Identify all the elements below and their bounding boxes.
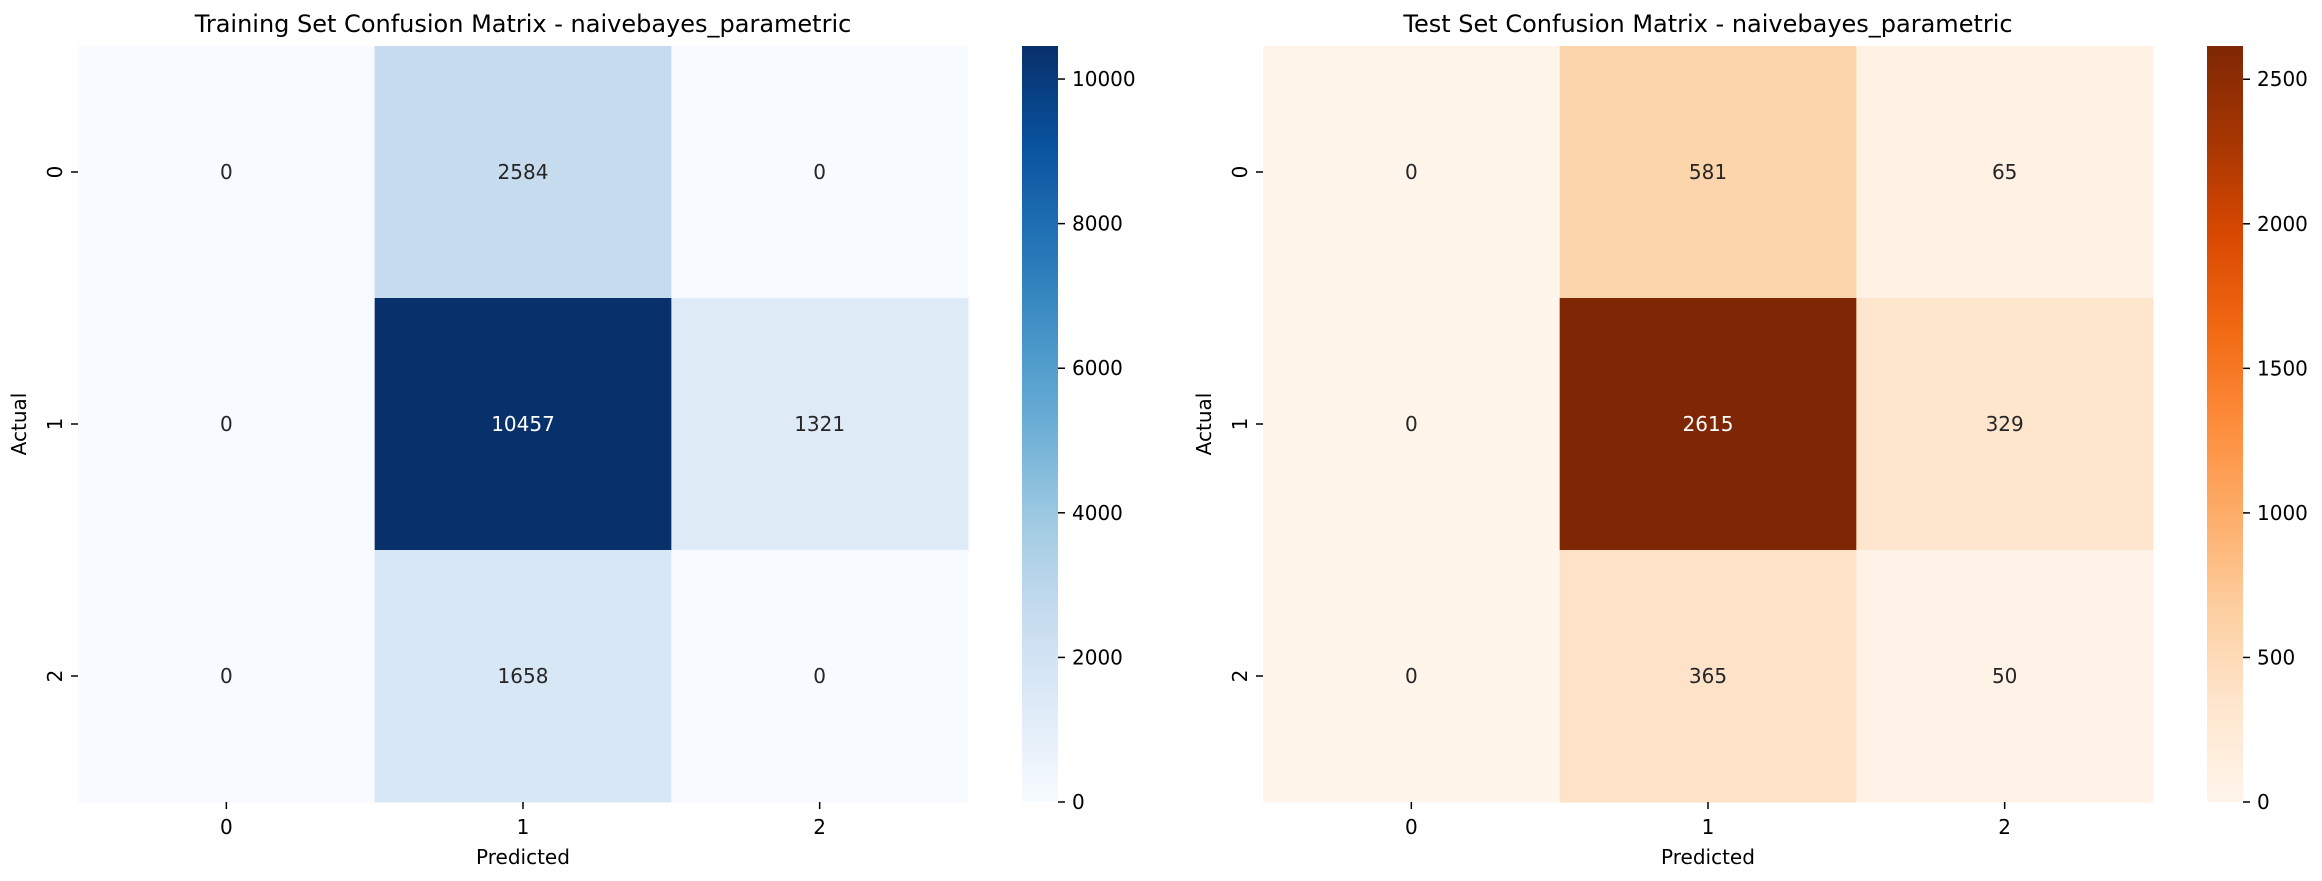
cell-value-label: 329 bbox=[1986, 412, 2024, 436]
heatmap-cell bbox=[1559, 298, 1857, 551]
x-tick-label: 1 bbox=[1702, 815, 1715, 839]
heatmap-cell bbox=[671, 550, 969, 803]
cell-value-label: 1321 bbox=[794, 412, 845, 436]
x-axis-label: Predicted bbox=[1661, 845, 1755, 869]
heatmap-cell bbox=[78, 298, 376, 551]
heatmap-cell bbox=[1263, 298, 1561, 551]
heatmap-cell bbox=[1559, 46, 1857, 299]
y-tick-label: 1 bbox=[43, 418, 67, 431]
x-tick-label: 2 bbox=[813, 815, 826, 839]
y-tick-label: 2 bbox=[1228, 670, 1252, 683]
y-tick-label: 0 bbox=[1228, 166, 1252, 179]
colorbar-tick-label: 6000 bbox=[1072, 356, 1123, 380]
cell-value-label: 0 bbox=[220, 412, 233, 436]
y-axis-label: Actual bbox=[7, 393, 31, 456]
y-tick-label: 1 bbox=[1228, 418, 1252, 431]
heatmap-cell bbox=[374, 46, 672, 299]
heatmap-cell bbox=[1263, 46, 1561, 299]
cell-value-label: 1658 bbox=[498, 664, 549, 688]
cell-value-label: 581 bbox=[1689, 160, 1727, 184]
heatmap-test: Test Set Confusion Matrix - naivebayes_p… bbox=[1192, 10, 2308, 869]
colorbar-tick-label: 2000 bbox=[2257, 212, 2308, 236]
colorbar-tick-label: 1500 bbox=[2257, 356, 2308, 380]
heatmap-cell bbox=[671, 46, 969, 299]
chart-title: Training Set Confusion Matrix - naivebay… bbox=[194, 10, 852, 38]
heatmap-cell bbox=[1856, 550, 2154, 803]
cell-value-label: 0 bbox=[1405, 412, 1418, 436]
cell-value-label: 0 bbox=[813, 664, 826, 688]
colorbar bbox=[2207, 46, 2243, 802]
heatmap-cell bbox=[1856, 298, 2154, 551]
colorbar-tick-label: 8000 bbox=[1072, 212, 1123, 236]
x-axis-label: Predicted bbox=[476, 845, 570, 869]
heatmap-cell bbox=[78, 550, 376, 803]
cell-value-label: 2615 bbox=[1683, 412, 1734, 436]
cell-value-label: 10457 bbox=[491, 412, 555, 436]
heatmap-cell bbox=[1856, 46, 2154, 299]
cell-value-label: 2584 bbox=[498, 160, 549, 184]
colorbar-tick-label: 10000 bbox=[1072, 67, 1136, 91]
cell-value-label: 50 bbox=[1992, 664, 2017, 688]
heatmap-cell bbox=[78, 46, 376, 299]
heatmap-cell bbox=[1559, 550, 1857, 803]
heatmap-cell bbox=[374, 550, 672, 803]
x-tick-label: 1 bbox=[517, 815, 530, 839]
heatmap-cell bbox=[671, 298, 969, 551]
colorbar-tick-label: 2500 bbox=[2257, 67, 2308, 91]
y-tick-label: 0 bbox=[43, 166, 67, 179]
heatmap-training: Training Set Confusion Matrix - naivebay… bbox=[7, 10, 1136, 869]
chart-title: Test Set Confusion Matrix - naivebayes_p… bbox=[1402, 10, 2012, 38]
cell-value-label: 0 bbox=[220, 664, 233, 688]
x-tick-label: 0 bbox=[1405, 815, 1418, 839]
cell-value-label: 0 bbox=[813, 160, 826, 184]
cell-value-label: 0 bbox=[1405, 664, 1418, 688]
colorbar-tick-label: 2000 bbox=[1072, 645, 1123, 669]
colorbar-tick-label: 0 bbox=[2257, 790, 2270, 814]
cell-value-label: 0 bbox=[1405, 160, 1418, 184]
x-tick-label: 2 bbox=[1998, 815, 2011, 839]
colorbar bbox=[1022, 46, 1058, 802]
colorbar-tick-label: 0 bbox=[1072, 790, 1085, 814]
y-tick-label: 2 bbox=[43, 670, 67, 683]
colorbar-tick-label: 500 bbox=[2257, 645, 2295, 669]
colorbar-tick-label: 4000 bbox=[1072, 501, 1123, 525]
heatmap-cell bbox=[1263, 550, 1561, 803]
cell-value-label: 65 bbox=[1992, 160, 2017, 184]
x-tick-label: 0 bbox=[220, 815, 233, 839]
colorbar-tick-label: 1000 bbox=[2257, 501, 2308, 525]
y-axis-label: Actual bbox=[1192, 393, 1216, 456]
heatmap-cell bbox=[374, 298, 672, 551]
cell-value-label: 0 bbox=[220, 160, 233, 184]
cell-value-label: 365 bbox=[1689, 664, 1727, 688]
